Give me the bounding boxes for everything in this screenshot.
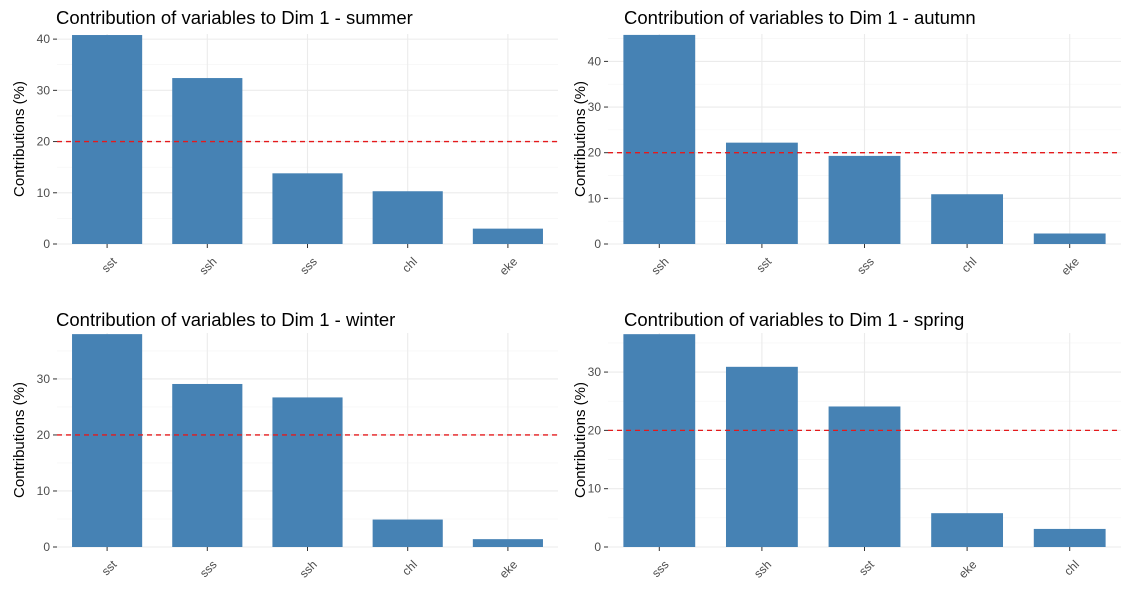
bar-chl [1033,528,1106,547]
bar-ssh [272,397,343,547]
bar-eke [472,228,543,244]
y-axis-label: Contributions (%) [572,81,589,197]
y-tick-label: 10 [37,186,51,200]
chart-winter: 0 10 20 30 sst sss ssh chl eke Contributions (%) C… [11,309,558,581]
y-tick-label: 20 [588,146,602,160]
x-tick-label: chl [1061,557,1082,578]
y-tick-label: 30 [588,100,602,114]
bar-sst [72,334,143,547]
chart-title: Contribution of variables to Dim 1 - sum… [56,7,413,28]
bar-sss [172,383,243,547]
y-tick-label: 30 [37,372,51,386]
chart-title: Contribution of variables to Dim 1 - spr… [624,309,964,330]
x-tick-label: sss [297,254,320,277]
y-tick-label: 10 [588,191,602,205]
bar-eke [1033,233,1106,244]
bar-sss [623,334,696,547]
bar-sst [828,406,901,547]
x-tick-label: eke [497,254,521,278]
y-tick-label: 10 [37,484,51,498]
bar-ssh [623,34,696,245]
x-tick-label: sss [854,254,877,277]
x-tick-label: sss [197,557,220,580]
y-tick-label: 30 [37,83,51,97]
y-tick-label: 0 [43,237,50,251]
x-tick-label: sst [99,557,120,578]
bar-sst [72,35,143,245]
x-tick-label: chl [399,557,420,578]
bar-chl [931,194,1004,244]
bar-eke [472,539,543,547]
bar-sst [725,142,798,244]
x-tick-label: chl [399,254,420,275]
y-axis-label: Contributions (%) [11,382,28,498]
x-tick-label: eke [497,557,521,581]
x-tick-label: ssh [649,254,672,277]
y-tick-label: 0 [43,540,50,554]
chart-summer: 0 10 20 30 40 sst ssh sss chl eke Contributions (%… [11,7,558,278]
x-tick-label: sst [753,254,774,275]
chart-title: Contribution of variables to Dim 1 - aut… [624,7,976,28]
y-tick-label: 0 [594,540,601,554]
chart-autumn: 0 10 20 30 40 ssh sst sss chl eke Contributions (%… [572,7,1121,278]
x-tick-label: ssh [297,557,320,580]
y-tick-label: 20 [37,428,51,442]
y-tick-label: 40 [37,32,51,46]
bar-ssh [172,78,243,244]
y-tick-label: 30 [588,365,602,379]
y-tick-label: 40 [588,54,602,68]
x-tick-label: sss [649,557,672,580]
y-tick-label: 20 [588,423,602,437]
bar-ssh [725,366,798,547]
y-axis-label: Contributions (%) [572,382,589,498]
x-tick-label: sst [99,254,120,275]
x-tick-label: chl [959,254,980,275]
y-tick-label: 10 [588,482,602,496]
bar-chl [372,191,443,244]
chart-title: Contribution of variables to Dim 1 - win… [56,309,395,330]
x-tick-label: eke [956,557,980,581]
chart-spring: 0 10 20 30 sss ssh sst eke chl Contributions (%) C… [572,309,1121,581]
x-tick-label: ssh [197,254,220,277]
y-tick-label: 20 [37,135,51,149]
bar-chl [372,519,443,547]
y-axis-label: Contributions (%) [11,81,28,197]
bar-sss [272,173,343,244]
x-tick-label: sst [856,557,877,578]
bar-sss [828,155,901,244]
y-tick-label: 0 [594,237,601,251]
x-tick-label: eke [1058,254,1082,278]
x-tick-label: ssh [751,557,774,580]
bar-eke [931,513,1004,547]
